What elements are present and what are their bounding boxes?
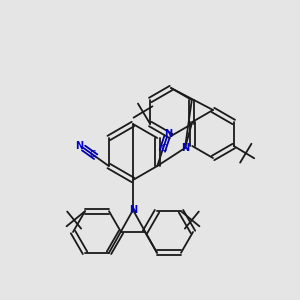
Text: N: N	[181, 143, 189, 153]
Text: N: N	[164, 129, 172, 139]
Text: N: N	[129, 205, 137, 215]
Text: C: C	[160, 143, 167, 152]
Text: C: C	[89, 150, 96, 159]
Text: N: N	[75, 141, 83, 151]
